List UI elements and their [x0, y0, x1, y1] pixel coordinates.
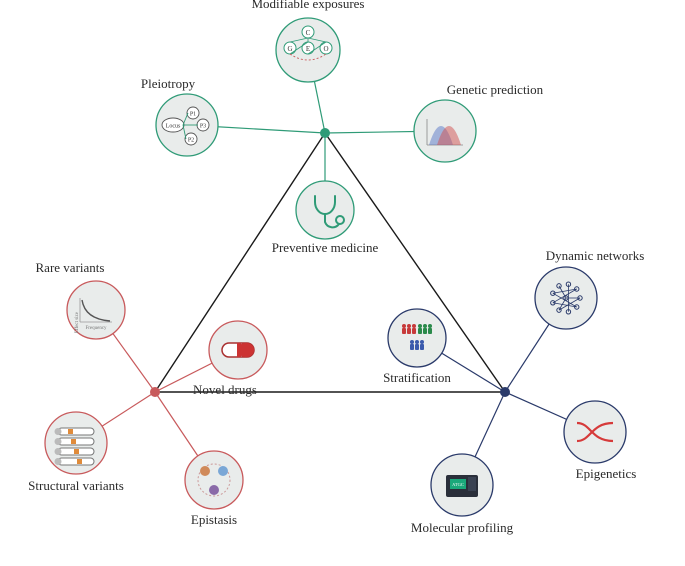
label-epistasis: Epistasis [191, 512, 237, 527]
node-strat [388, 309, 446, 367]
node-dynamic [535, 267, 597, 329]
node-preventive [296, 181, 354, 239]
node-modifiable: C G E O [276, 18, 340, 82]
node-rare: Effect size Frequency [67, 281, 125, 339]
central-triangle [155, 133, 505, 392]
vertex-left [150, 387, 160, 397]
node-epigen [564, 401, 626, 463]
svg-text:Locus: Locus [166, 124, 181, 130]
label-prediction: Genetic prediction [447, 82, 544, 97]
label-novel: Novel drugs [193, 382, 257, 397]
label-epigen: Epigenetics [576, 466, 637, 481]
svg-text:O: O [323, 45, 328, 53]
svg-text:P3: P3 [200, 124, 206, 130]
label-molecular: Molecular profiling [411, 520, 514, 535]
svg-text:E: E [306, 45, 310, 53]
svg-text:G: G [287, 45, 292, 53]
label-pleiotropy: Pleiotropy [141, 76, 196, 91]
label-preventive: Preventive medicine [272, 240, 379, 255]
node-pleiotropy: Locus P1 P2 P3 [156, 94, 218, 156]
node-prediction [414, 100, 476, 162]
svg-text:Frequency: Frequency [85, 326, 107, 331]
label-modifiable: Modifiable exposures [251, 0, 364, 11]
vertex-right [500, 387, 510, 397]
diagram-canvas: C G E O Modifiable exposures Locus P1 P2 P3 Pleio… [0, 0, 685, 566]
label-rare: Rare variants [36, 260, 105, 275]
svg-text:ATGC: ATGC [452, 482, 464, 487]
label-structural: Structural variants [28, 478, 124, 493]
svg-text:Effect size: Effect size [75, 311, 80, 333]
node-novel [209, 321, 267, 379]
label-strat: Stratification [383, 370, 451, 385]
node-epistasis [185, 451, 243, 509]
svg-text:P1: P1 [190, 112, 196, 118]
label-dynamic: Dynamic networks [546, 248, 645, 263]
node-molecular: ATGC [431, 454, 493, 516]
node-structural [45, 412, 107, 474]
vertex-top [320, 128, 330, 138]
svg-text:C: C [306, 29, 311, 37]
svg-text:P2: P2 [188, 138, 194, 144]
